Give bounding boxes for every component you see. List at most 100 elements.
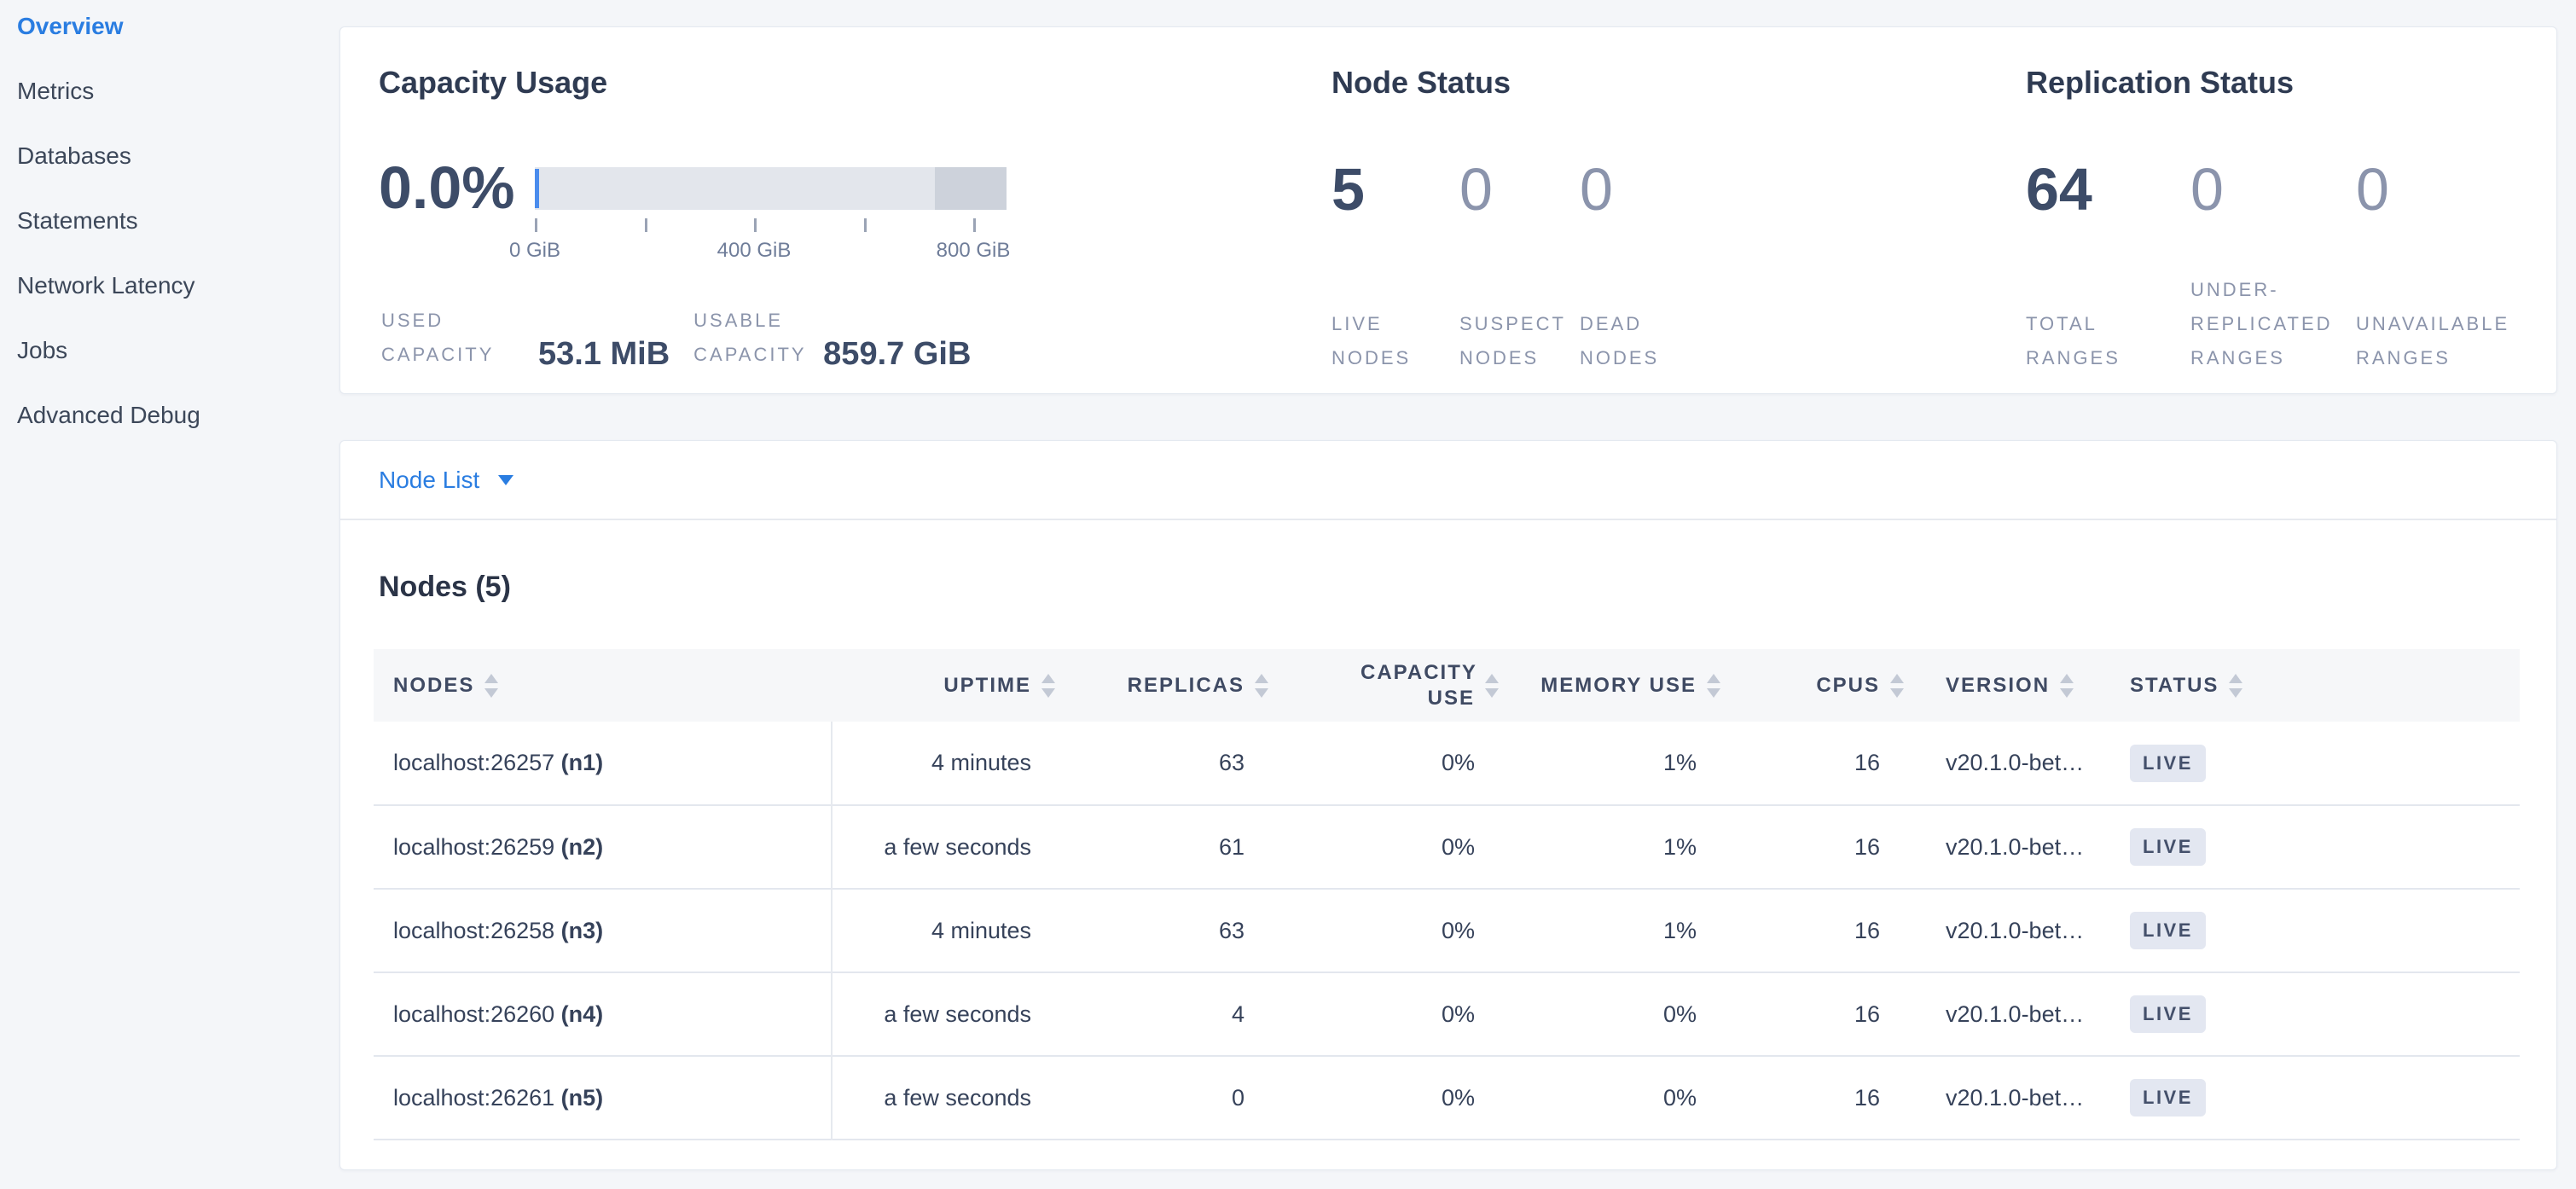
memory-use-cell: 0% bbox=[1662, 1000, 1697, 1027]
sidebar-item-advanced-debug[interactable]: Advanced Debug bbox=[17, 402, 200, 428]
node-status-stat-label: DEAD NODES bbox=[1580, 313, 1660, 368]
column-header-replicas[interactable]: REPLICAS bbox=[1059, 649, 1272, 722]
node-address: localhost:26258 bbox=[393, 917, 561, 943]
node-address-cell: localhost:26258 (n3) bbox=[374, 889, 832, 972]
sort-icon[interactable] bbox=[2060, 673, 2074, 698]
node-id: (n2) bbox=[560, 833, 604, 860]
sort-up-icon bbox=[1707, 673, 1720, 683]
node-address-cell: localhost:26261 (n5) bbox=[374, 1056, 832, 1140]
status-cell: LIVE bbox=[2108, 805, 2520, 889]
table-row[interactable]: localhost:26260 (n4) a few seconds 4 0% 0% 16… bbox=[374, 972, 2520, 1056]
table-row[interactable]: localhost:26258 (n3) 4 minutes 63 0% 1% 16 v20… bbox=[374, 889, 2520, 972]
column-header-nodes[interactable]: NODES bbox=[374, 649, 832, 722]
replication-status-title: Replication Status bbox=[2026, 65, 2295, 100]
node-status-stat-value: 0 bbox=[1580, 156, 1613, 223]
replication-status-stats: 64 TOTAL RANGES 0 UNDER- REPLICATED RANGES 0… bbox=[2026, 155, 2509, 375]
node-list-dropdown[interactable]: Node List bbox=[340, 441, 2556, 520]
sidebar-item-statements[interactable]: Statements bbox=[17, 207, 138, 234]
cpus-cell: 16 bbox=[1854, 1000, 1880, 1027]
capacity-detail: USED CAPACITY 53.1 MiB bbox=[381, 304, 670, 372]
column-header-cpus[interactable]: CPUS bbox=[1724, 649, 1907, 722]
sidebar-item-databases[interactable]: Databases bbox=[17, 142, 131, 169]
node-status-stat: 0 SUSPECT NODES bbox=[1459, 155, 1580, 375]
sort-icon[interactable] bbox=[1255, 673, 1268, 698]
sidebar-item-metrics[interactable]: Metrics bbox=[17, 78, 95, 104]
table-row[interactable]: localhost:26257 (n1) 4 minutes 63 0% 1% 16 v20… bbox=[374, 722, 2520, 805]
replicas-cell: 0 bbox=[1231, 1084, 1244, 1111]
sort-icon[interactable] bbox=[1485, 673, 1499, 698]
replicas-cell: 61 bbox=[1218, 833, 1244, 860]
replication-stat-label: UNAVAILABLE RANGES bbox=[2356, 313, 2510, 368]
sort-up-icon bbox=[1485, 673, 1499, 683]
replication-stat-value: 0 bbox=[2356, 156, 2389, 223]
column-header-version[interactable]: VERSION bbox=[1907, 649, 2108, 722]
sort-down-icon bbox=[1255, 687, 1268, 698]
column-header-memory-use[interactable]: MEMORY USE bbox=[1502, 649, 1724, 722]
sort-down-icon bbox=[1485, 687, 1499, 698]
cpus-cell: 16 bbox=[1854, 833, 1880, 860]
replication-stat: 0 UNAVAILABLE RANGES bbox=[2356, 155, 2509, 375]
sort-down-icon bbox=[484, 687, 499, 698]
node-address: localhost:26259 bbox=[393, 833, 561, 860]
sort-icon[interactable] bbox=[1707, 673, 1720, 698]
memory-use-cell: 1% bbox=[1662, 833, 1697, 860]
capacity-detail: USABLE CAPACITY 859.7 GiB bbox=[693, 304, 971, 372]
sidebar-item-jobs[interactable]: Jobs bbox=[17, 337, 68, 363]
memory-use-cell: 1% bbox=[1662, 917, 1697, 943]
capacity-use-cell: 0% bbox=[1441, 1000, 1475, 1027]
column-label: STATUS bbox=[2130, 673, 2219, 697]
sort-up-icon bbox=[2060, 673, 2074, 683]
replicas-cell: 4 bbox=[1231, 1000, 1244, 1027]
replication-stat-label: TOTAL RANGES bbox=[2026, 313, 2121, 368]
sort-up-icon bbox=[1041, 673, 1055, 683]
capacity-used-percent: 0.0% bbox=[379, 154, 515, 221]
version-cell: v20.1.0-bet… bbox=[1946, 750, 2085, 775]
capacity-use-cell: 0% bbox=[1441, 1084, 1475, 1111]
nodes-card: Node List Nodes (5) NODES UPTIME REPLICAS C… bbox=[339, 440, 2557, 1170]
sidebar-item-network-latency[interactable]: Network Latency bbox=[17, 272, 195, 299]
axis-tick bbox=[645, 218, 647, 232]
node-address-cell: localhost:26257 (n1) bbox=[374, 722, 832, 805]
cluster-summary-card: Capacity Usage 0.0% 0 GiB 400 GiB 800 GiB … bbox=[339, 26, 2557, 394]
column-header-status[interactable]: STATUS bbox=[2108, 649, 2520, 722]
replication-stat: 64 TOTAL RANGES bbox=[2026, 155, 2190, 375]
replication-stat-value: 64 bbox=[2026, 156, 2092, 223]
status-cell: LIVE bbox=[2108, 972, 2520, 1056]
status-cell: LIVE bbox=[2108, 722, 2520, 805]
capacity-detail-value: 859.7 GiB bbox=[823, 336, 972, 372]
memory-use-cell: 1% bbox=[1662, 750, 1697, 775]
sort-icon[interactable] bbox=[1890, 673, 1904, 698]
table-row[interactable]: localhost:26259 (n2) a few seconds 61 0% 1% 1… bbox=[374, 805, 2520, 889]
sort-down-icon bbox=[1890, 687, 1904, 698]
status-badge: LIVE bbox=[2130, 828, 2206, 866]
column-label: MEMORY USE bbox=[1540, 673, 1697, 697]
node-status-stat: 0 DEAD NODES bbox=[1580, 155, 1659, 375]
node-address: localhost:26257 bbox=[393, 750, 561, 775]
capacity-axis: 0 GiB 400 GiB 800 GiB bbox=[509, 210, 1010, 270]
sort-icon[interactable] bbox=[1041, 673, 1055, 698]
status-badge: LIVE bbox=[2130, 1079, 2206, 1116]
sidebar-item-overview[interactable]: Overview bbox=[17, 13, 124, 39]
chevron-down-icon bbox=[498, 474, 514, 485]
table-row[interactable]: localhost:26261 (n5) a few seconds 0 0% 0% 16… bbox=[374, 1056, 2520, 1140]
column-header-capacity-use[interactable]: CAPACITY USE bbox=[1272, 649, 1502, 722]
capacity-bar bbox=[535, 167, 1007, 210]
status-cell: LIVE bbox=[2108, 1056, 2520, 1140]
capacity-used-marker bbox=[535, 169, 539, 208]
version-cell: v20.1.0-bet… bbox=[1946, 833, 2085, 860]
node-status-stat-value: 5 bbox=[1332, 156, 1365, 223]
node-status-stat-label: SUSPECT NODES bbox=[1459, 313, 1566, 368]
column-header-uptime[interactable]: UPTIME bbox=[832, 649, 1059, 722]
sort-icon[interactable] bbox=[484, 673, 499, 698]
node-list-dropdown-label: Node List bbox=[379, 466, 480, 493]
capacity-details: USED CAPACITY 53.1 MiB USABLE CAPACITY 859.… bbox=[381, 304, 971, 372]
sort-icon[interactable] bbox=[2229, 673, 2243, 698]
axis-tick-label: 800 GiB bbox=[936, 239, 1011, 262]
capacity-detail-label: USED CAPACITY bbox=[381, 310, 495, 365]
node-address: localhost:26260 bbox=[393, 1000, 561, 1027]
uptime-cell: 4 minutes bbox=[831, 889, 1059, 972]
status-badge: LIVE bbox=[2130, 995, 2206, 1033]
node-address-cell: localhost:26259 (n2) bbox=[374, 805, 832, 889]
cpus-cell: 16 bbox=[1854, 750, 1880, 775]
column-label: CAPACITY USE bbox=[1361, 660, 1477, 710]
